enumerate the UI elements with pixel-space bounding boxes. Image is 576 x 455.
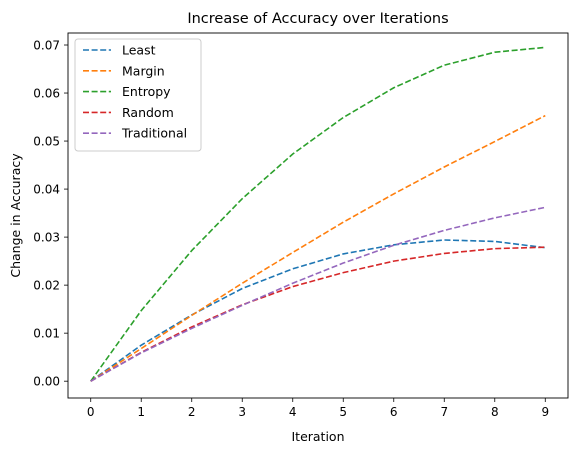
x-tick-label: 7 (440, 405, 448, 419)
x-axis-ticks: 0 1 2 3 4 5 6 7 8 9 (87, 398, 549, 419)
legend-label-random: Random (122, 105, 174, 120)
series-line-entropy (90, 46, 546, 382)
legend-label-margin: Margin (122, 63, 165, 78)
y-tick-label: 0.02 (33, 279, 60, 293)
y-tick-label: 0.03 (33, 231, 60, 245)
x-tick-label: 0 (87, 405, 95, 419)
chart-title: Increase of Accuracy over Iterations (187, 11, 448, 27)
x-tick-label: 1 (137, 405, 145, 419)
x-tick-label: 2 (188, 405, 196, 419)
series-line-least (90, 239, 546, 382)
x-tick-label: 8 (491, 405, 499, 419)
y-tick-label: 0.06 (33, 87, 60, 101)
x-tick-label: 6 (390, 405, 398, 419)
legend-label-entropy: Entropy (122, 84, 171, 99)
y-axis-ticks: 0.00 0.01 0.02 0.03 0.04 0.05 0.06 0.07 (33, 39, 68, 389)
series-line-traditional (90, 206, 546, 382)
legend: Least Margin Entropy Random Traditional (74, 38, 202, 152)
x-tick-label: 9 (541, 405, 549, 419)
series-line-random (90, 246, 546, 382)
series-line-margin (90, 114, 546, 382)
y-tick-label: 0.07 (33, 39, 60, 53)
y-tick-label: 0.00 (33, 375, 60, 389)
y-tick-label: 0.04 (33, 183, 60, 197)
y-axis-label: Change in Accuracy (8, 153, 23, 278)
plot-frame (67, 32, 569, 399)
y-tick-label: 0.05 (33, 135, 60, 149)
x-axis-label: Iteration (291, 429, 344, 444)
legend-label-traditional: Traditional (121, 126, 187, 141)
x-tick-label: 5 (339, 405, 347, 419)
series-layer (90, 46, 546, 382)
x-tick-label: 3 (238, 405, 246, 419)
legend-box (74, 38, 202, 152)
x-tick-label: 4 (289, 405, 297, 419)
legend-label-least: Least (122, 43, 156, 58)
y-tick-label: 0.01 (33, 327, 60, 341)
